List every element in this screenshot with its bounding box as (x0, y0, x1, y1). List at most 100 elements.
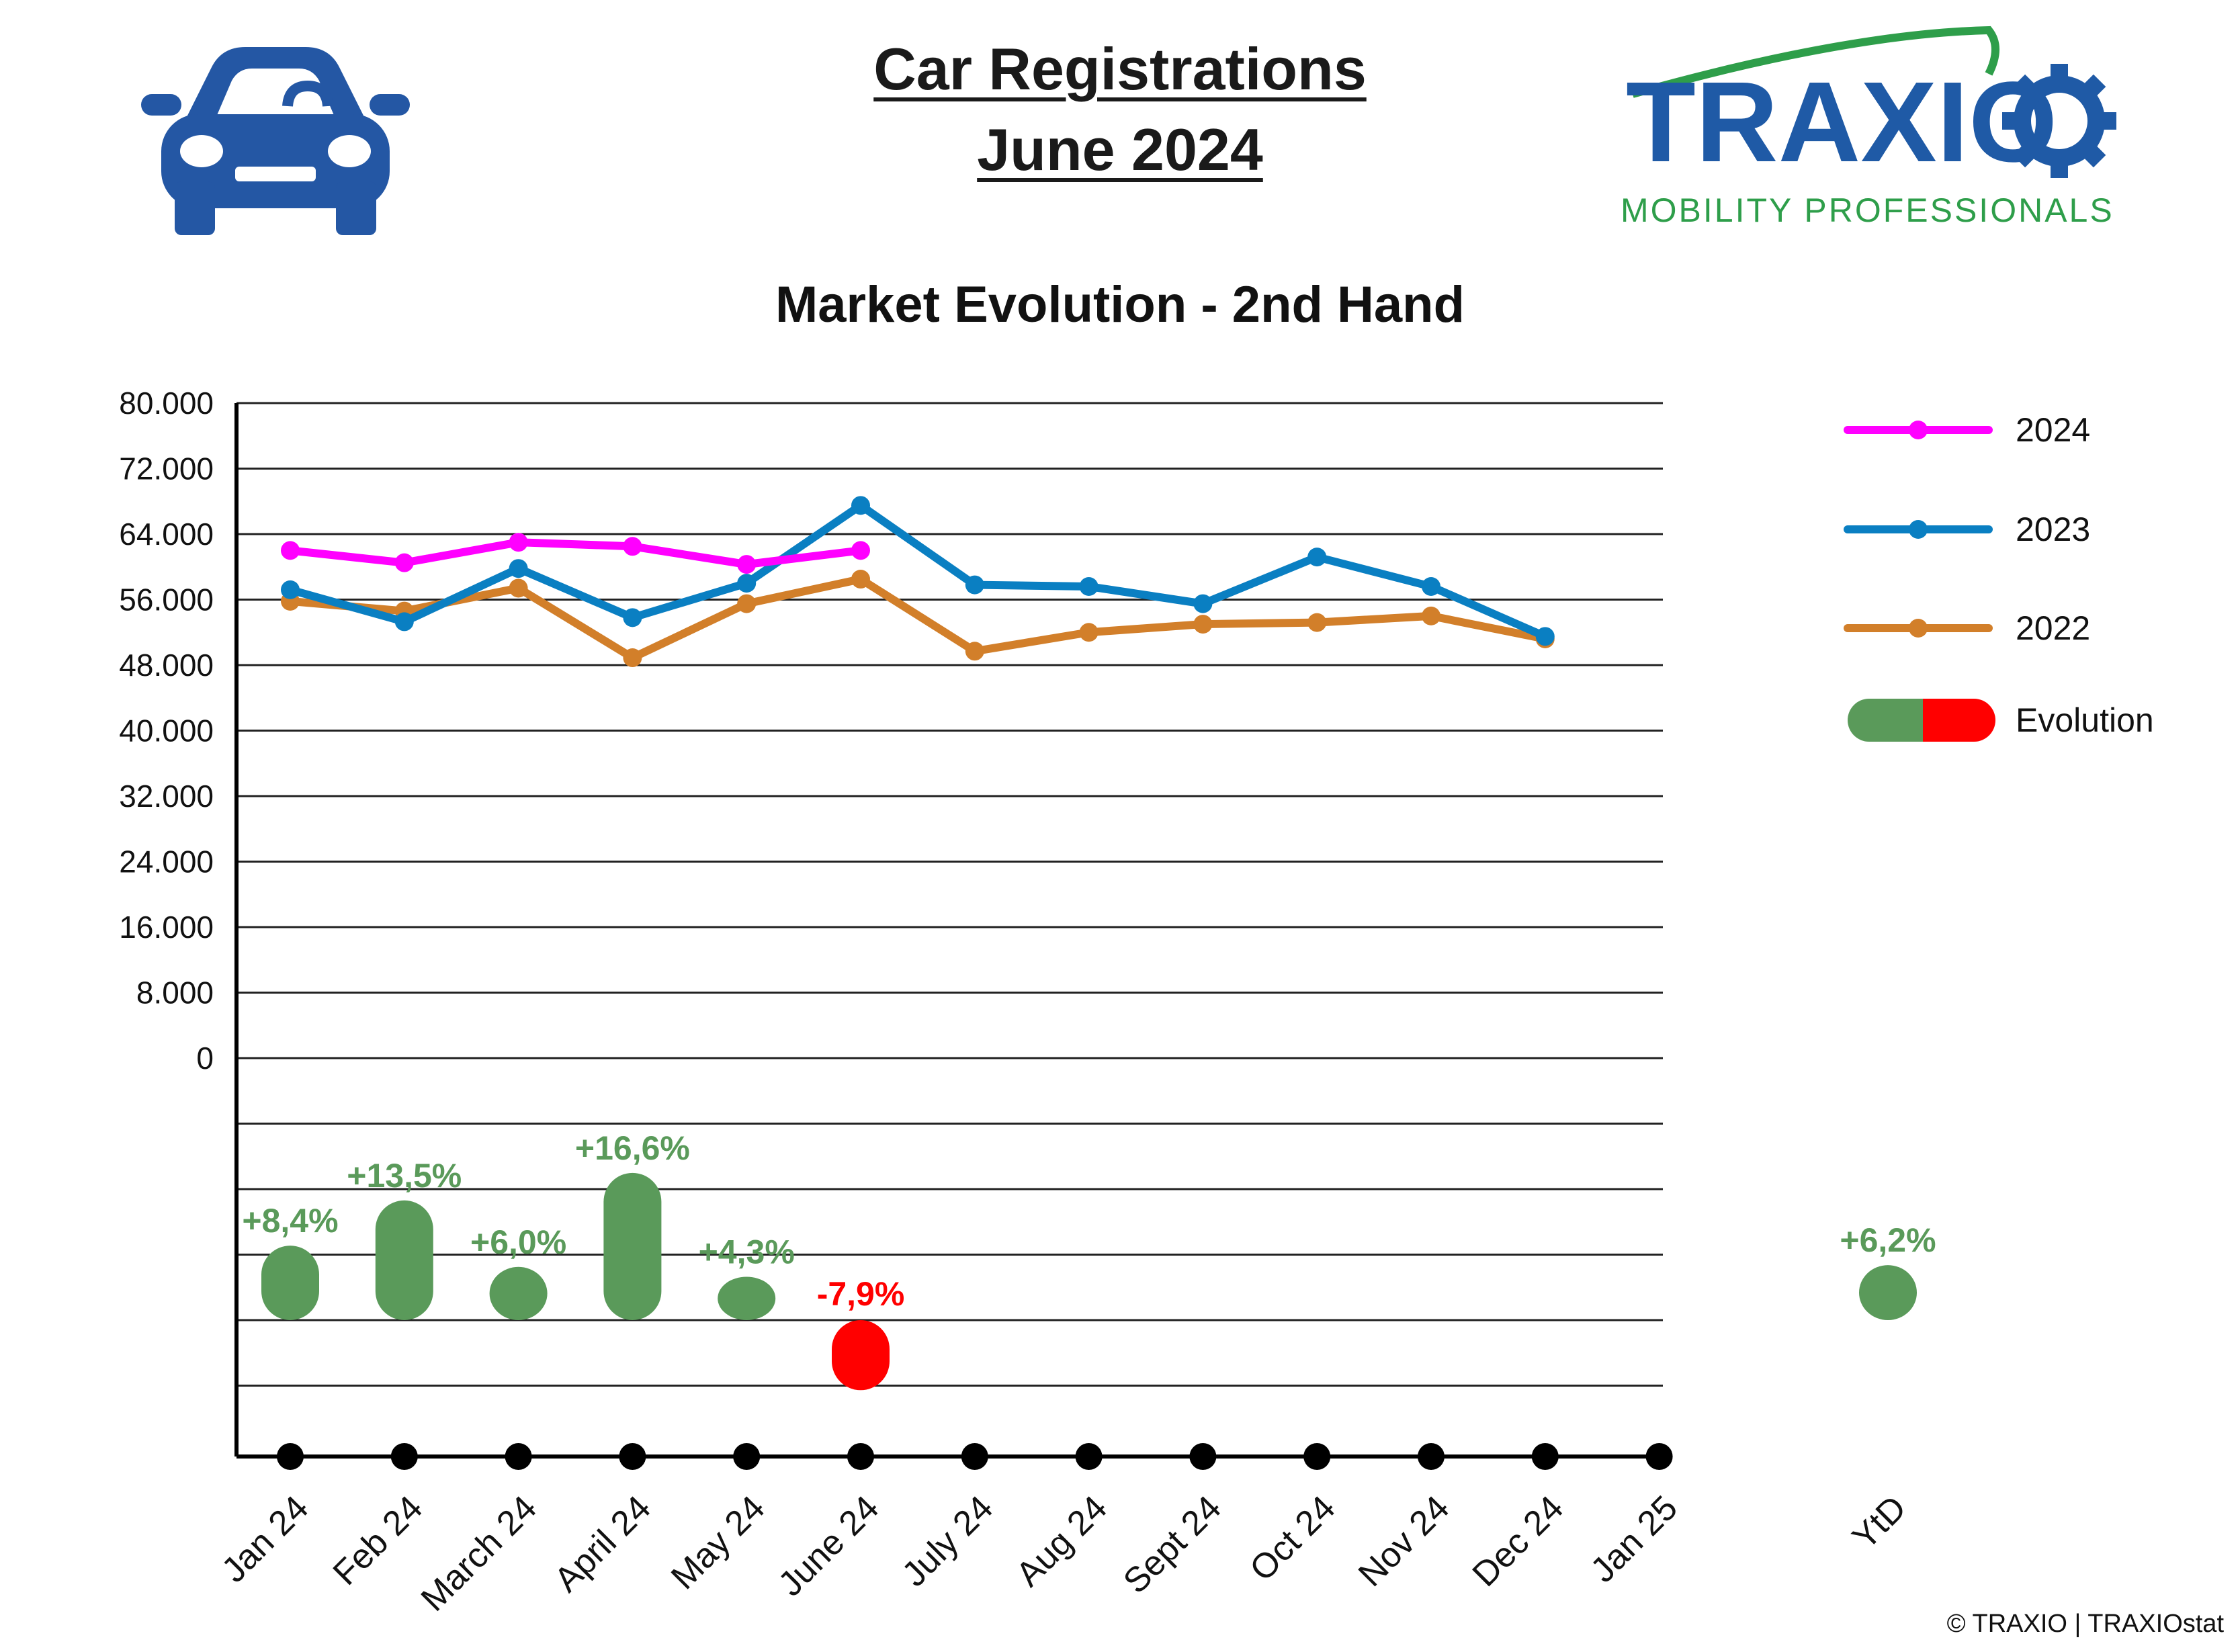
x-axis-marker (961, 1443, 988, 1470)
x-tick-label: April 24 (547, 1488, 658, 1600)
evolution-bar-label: +8,4% (242, 1202, 338, 1240)
series-layer (281, 496, 1555, 668)
y-tick-label: 56.000 (119, 582, 214, 617)
evolution-bar (375, 1200, 433, 1320)
y-tick-label: 40.000 (119, 713, 214, 748)
legend-marker-2024 (1909, 421, 1928, 439)
x-tick-label: July 24 (895, 1488, 1001, 1594)
data-point-2022 (737, 594, 757, 613)
data-point-2023 (1307, 548, 1327, 567)
x-axis-marker (505, 1443, 532, 1470)
x-tick-label: Dec 24 (1465, 1488, 1571, 1594)
y-tick-label: 24.000 (119, 844, 214, 879)
legend-evolution-join-neg (1923, 699, 1950, 742)
data-point-2024 (509, 533, 528, 552)
data-point-2023 (1193, 594, 1213, 613)
data-point-2023 (1422, 577, 1440, 596)
ytd-evolution-bar-label: +6,2% (1840, 1221, 1936, 1259)
data-point-2023 (623, 608, 642, 627)
data-point-2024 (394, 553, 414, 572)
evolution-bar-label: +6,0% (470, 1223, 566, 1261)
x-axis-marker (1303, 1443, 1331, 1470)
brand-tagline: MOBILITY PROFESSIONALS (1621, 191, 2114, 229)
data-point-2022 (1079, 623, 1099, 642)
evolution-bar-label: +4,3% (699, 1233, 795, 1271)
x-axis-marker (1645, 1443, 1673, 1470)
data-point-2023 (281, 580, 300, 599)
evolution-bar-label: -7,9% (817, 1275, 905, 1313)
data-point-2022 (965, 642, 984, 661)
x-axis-marker (1531, 1443, 1559, 1470)
legend-label-2024: 2024 (2016, 411, 2090, 449)
evolution-bar-label: +16,6% (575, 1129, 690, 1167)
x-tick-label: Jan 25 (1584, 1488, 1685, 1590)
series-line-2022 (286, 575, 1549, 662)
legend-label-evolution: Evolution (2016, 701, 2154, 739)
x-axis-marker (619, 1443, 646, 1470)
evolution-layer: +8,4%+13,5%+6,0% +16,6% +4,3% -7,9% +6,2% (242, 1129, 1936, 1391)
data-point-2022 (851, 570, 870, 589)
evolution-bar (718, 1276, 776, 1320)
evolution-bar-label: +13,5% (347, 1157, 462, 1194)
series-line-2023 (286, 501, 1549, 641)
chart-title: Market Evolution - 2nd Hand (775, 276, 1465, 333)
x-axis-marker (1418, 1443, 1445, 1470)
y-tick-label: 32.000 (119, 779, 214, 814)
ytd-label: YtD (1845, 1488, 1913, 1557)
x-tick-label: June 24 (771, 1488, 887, 1604)
evolution-bar (832, 1320, 890, 1391)
x-tick-label: March 24 (414, 1488, 544, 1618)
legend: 2024 2023 2022 Evolution (1844, 411, 2154, 742)
x-tick-label: Nov 24 (1351, 1488, 1457, 1594)
x-axis-marker (1189, 1443, 1217, 1470)
page-title-line2: June 2024 (977, 116, 1263, 183)
y-tick-label: 8.000 (136, 975, 214, 1010)
data-point-2022 (623, 648, 642, 668)
car-front-icon (141, 47, 410, 235)
grid-layer (236, 402, 1663, 1387)
legend-marker-2022 (1909, 619, 1928, 638)
x-axis-marker (1075, 1443, 1103, 1470)
data-point-2022 (1422, 606, 1440, 625)
x-axis-marker (733, 1443, 761, 1470)
x-tick-label: Oct 24 (1242, 1488, 1342, 1588)
legend-label-2022: 2022 (2016, 609, 2090, 647)
data-point-2023 (394, 612, 414, 632)
y-tick-label: 64.000 (119, 517, 214, 552)
y-tick-label: 80.000 (119, 386, 214, 421)
legend-marker-2023 (1909, 520, 1928, 539)
data-point-2024 (623, 537, 642, 556)
evolution-bar (261, 1246, 319, 1320)
data-point-2024 (281, 541, 300, 560)
data-point-2023 (737, 574, 757, 593)
data-point-2024 (851, 541, 870, 560)
data-point-2023 (509, 559, 528, 578)
axis-layer: 80.000 72.000 64.000 56.000 48.000 40.000 32.0… (119, 386, 1913, 1619)
ytd-evolution-bar (1859, 1265, 1917, 1320)
evolution-bar (489, 1266, 548, 1320)
copyright-footer: © TRAXIO | TRAXIOstat (1946, 1610, 2224, 1638)
evolution-bar (603, 1172, 662, 1320)
data-point-2023 (851, 496, 870, 515)
page-title-line1: Car Registrations (873, 36, 1367, 102)
brand-wordmark: TRAXIO (1626, 58, 2057, 186)
traxio-logo: TRAXIO MOBILITY PROFESSIONALS (1621, 26, 2116, 229)
x-axis-marker (277, 1443, 304, 1470)
y-tick-label: 72.000 (119, 451, 214, 486)
y-tick-label: 0 (196, 1041, 214, 1076)
legend-evolution-join (1895, 699, 1923, 742)
data-point-2022 (1193, 615, 1213, 634)
data-point-2022 (509, 578, 528, 598)
x-tick-label: Sept 24 (1116, 1488, 1229, 1601)
x-axis-marker (847, 1443, 874, 1470)
legend-label-2023: 2023 (2016, 511, 2090, 548)
x-tick-label: Feb 24 (326, 1488, 430, 1592)
y-tick-label: 16.000 (119, 910, 214, 945)
y-tick-label: 48.000 (119, 648, 214, 683)
x-axis-marker (390, 1443, 418, 1470)
series-line-2024 (286, 538, 865, 569)
x-tick-label: Aug 24 (1009, 1488, 1115, 1594)
x-tick-label: May 24 (664, 1488, 773, 1597)
data-point-2022 (1307, 613, 1327, 632)
